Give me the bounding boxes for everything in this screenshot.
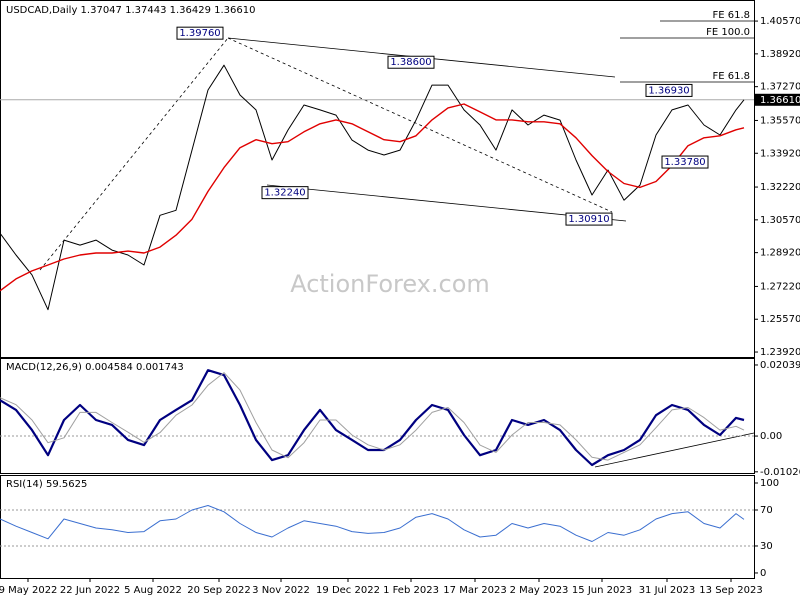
y-tick-label: -0.01026 <box>760 467 800 478</box>
annotation-label: 1.36930 <box>648 85 689 96</box>
y-tick-label: 1.28920 <box>760 248 800 259</box>
main-frame <box>0 0 755 358</box>
price-annotation: 1.32240 <box>261 186 309 200</box>
x-tick-label: 22 Jun 2022 <box>60 585 120 596</box>
x-tick-label: 31 Jul 2023 <box>639 585 696 596</box>
annotation-label: 1.32240 <box>264 188 305 199</box>
watermark: ActionForex.com <box>290 270 490 298</box>
fe-label: FE 61.8 <box>712 71 750 82</box>
y-tick-label: 1.33920 <box>760 148 800 159</box>
annotation-box <box>261 186 309 200</box>
y-tick-label: 1.38920 <box>760 49 800 60</box>
y-tick-label: 1.35570 <box>760 115 800 126</box>
annotation-box <box>661 155 709 169</box>
y-tick-label: 0 <box>760 568 766 579</box>
series-line <box>0 369 745 467</box>
y-tick-label: 100 <box>760 478 779 489</box>
dashed-trend <box>227 37 613 213</box>
y-tick-label: 1.40570 <box>760 16 800 27</box>
macd-frame <box>0 358 755 474</box>
y-tick-label: 0.00 <box>760 431 782 442</box>
y-tick-label: 30 <box>760 541 773 552</box>
price-annotation: 1.38600 <box>387 55 435 69</box>
series-line <box>0 505 745 542</box>
x-tick-label: 19 Dec 2022 <box>316 585 380 596</box>
annotation-label: 1.38600 <box>390 57 431 68</box>
x-tick-label: 2 May 2023 <box>510 585 569 596</box>
series-line <box>0 372 745 461</box>
annotation-box <box>387 55 435 69</box>
x-tick-label: 17 Mar 2023 <box>443 585 506 596</box>
y-tick-label: 1.25570 <box>760 314 800 325</box>
annotation-box <box>565 212 613 226</box>
price-annotation: 1.36930 <box>645 83 693 97</box>
pane-frames <box>0 0 755 579</box>
y-tick-label: 1.32220 <box>760 182 800 193</box>
annotation-label: 1.30910 <box>568 214 609 225</box>
price-annotation: 1.30910 <box>565 212 613 226</box>
x-tick-label: 9 May 2022 <box>0 585 57 596</box>
current-price-label: 1.36610 <box>760 95 800 106</box>
x-tick-label: 3 Nov 2022 <box>252 585 310 596</box>
y-tick-label: 1.30570 <box>760 215 800 226</box>
series-line <box>0 64 745 311</box>
chart-title: USDCAD,Daily 1.37047 1.37443 1.36429 1.3… <box>6 5 256 16</box>
rsi-frame <box>0 475 755 579</box>
annotation-label: 1.39760 <box>179 28 220 39</box>
macd-trend <box>594 432 755 468</box>
annotation-label: 1.33780 <box>664 157 705 168</box>
series-line <box>0 103 745 292</box>
x-tick-label: 20 Sep 2022 <box>187 585 250 596</box>
price-annotation: 1.39760 <box>176 26 224 40</box>
current-price-box <box>755 93 800 106</box>
x-tick-label: 1 Feb 2023 <box>383 585 439 596</box>
y-tick-label: 1.37270 <box>760 82 800 93</box>
fe-label: FE 100.0 <box>706 27 750 38</box>
annotation-box <box>645 83 693 97</box>
price-annotation: 1.33780 <box>661 155 709 169</box>
y-tick-label: 1.27220 <box>760 281 800 292</box>
y-tick-label: 0.020399 <box>760 360 800 371</box>
macd-title: MACD(12,26,9) 0.004584 0.001743 <box>6 362 184 373</box>
fe-label: FE 61.8 <box>712 10 750 21</box>
x-tick-label: 13 Sep 2023 <box>699 585 762 596</box>
y-tick-label: 70 <box>760 505 773 516</box>
y-tick-label: 1.23920 <box>760 347 800 358</box>
rsi-title: RSI(14) 59.5625 <box>6 479 87 490</box>
dashed-trend <box>39 37 229 271</box>
x-tick-label: 5 Aug 2022 <box>124 585 182 596</box>
x-tick-label: 15 Jun 2023 <box>572 585 632 596</box>
annotation-box <box>176 26 224 40</box>
